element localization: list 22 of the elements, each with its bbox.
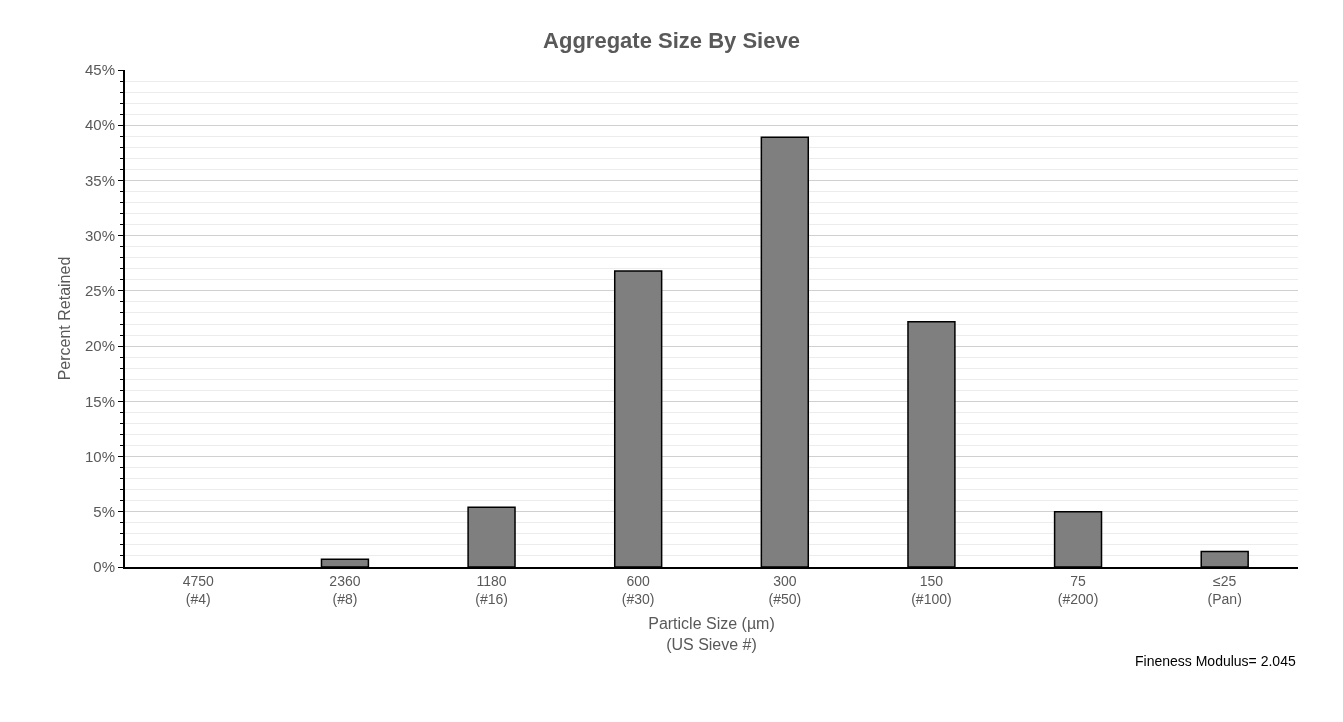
x-tick-label: ≤25 (Pan) [1207, 572, 1242, 607]
y-tick-label: 0% [93, 558, 115, 576]
x-axis-title: Particle Size (µm) (US Sieve #) [648, 615, 775, 653]
y-tick-label: 25% [84, 282, 115, 300]
y-tick-label: 10% [84, 447, 115, 465]
x-tick-label: 300 (#50) [768, 572, 802, 607]
y-tick-label: 40% [84, 116, 115, 134]
text: Fineness Modulus= 2.045 [1135, 653, 1296, 669]
y-tick-label: 15% [84, 392, 115, 410]
y-tick-label: 5% [93, 503, 115, 521]
x-tick-label: 150 (#100) [911, 572, 952, 607]
y-tick-label: 35% [84, 171, 115, 189]
x-tick-label: 2360 (#8) [329, 572, 361, 607]
x-tick-label: 600 (#30) [621, 572, 655, 607]
y-tick-label: 45% [84, 61, 115, 79]
y-tick-label: 30% [84, 226, 115, 244]
x-tick-label: 75 (#200) [1057, 572, 1099, 607]
x-tick-label: 1180 (#16) [475, 572, 508, 607]
x-tick-label: 4750 (#4) [182, 572, 215, 607]
y-axis-title: Percent Retained [56, 256, 74, 381]
y-tick-label: 20% [84, 337, 115, 355]
chart-title: Aggregate Size By Sieve [543, 27, 800, 53]
